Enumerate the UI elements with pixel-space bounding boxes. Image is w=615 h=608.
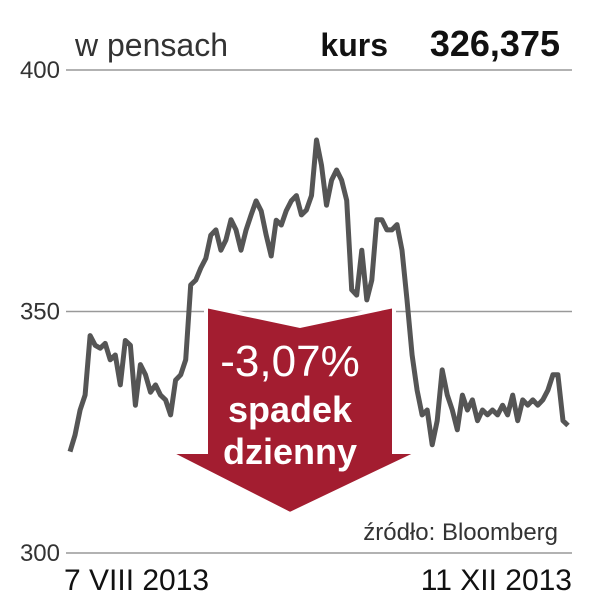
source: źródło: Bloomberg <box>363 519 558 546</box>
callout-text: dzienny <box>223 431 357 472</box>
callout: -3,07% spadek dzienny <box>167 303 421 517</box>
price-value: 326,375 <box>430 23 560 64</box>
callout-text: spadek <box>228 389 353 430</box>
price-line <box>67 137 570 453</box>
y-tick-label: 300 <box>20 540 60 567</box>
callout-arrow <box>167 303 421 517</box>
unit-label: w pensach <box>74 27 228 63</box>
y-tick-label: 350 <box>20 299 60 326</box>
x-tick-label: 7 VIII 2013 <box>64 564 209 597</box>
y-tick-label: 400 <box>20 57 60 84</box>
price-label: kurs <box>320 27 388 63</box>
x-tick-label: 11 XII 2013 <box>421 564 572 597</box>
plot <box>67 137 570 453</box>
callout-change: -3,07% <box>220 337 359 386</box>
grid: 300 350 400 7 VIII 2013 11 XII 2013 <box>20 57 572 597</box>
